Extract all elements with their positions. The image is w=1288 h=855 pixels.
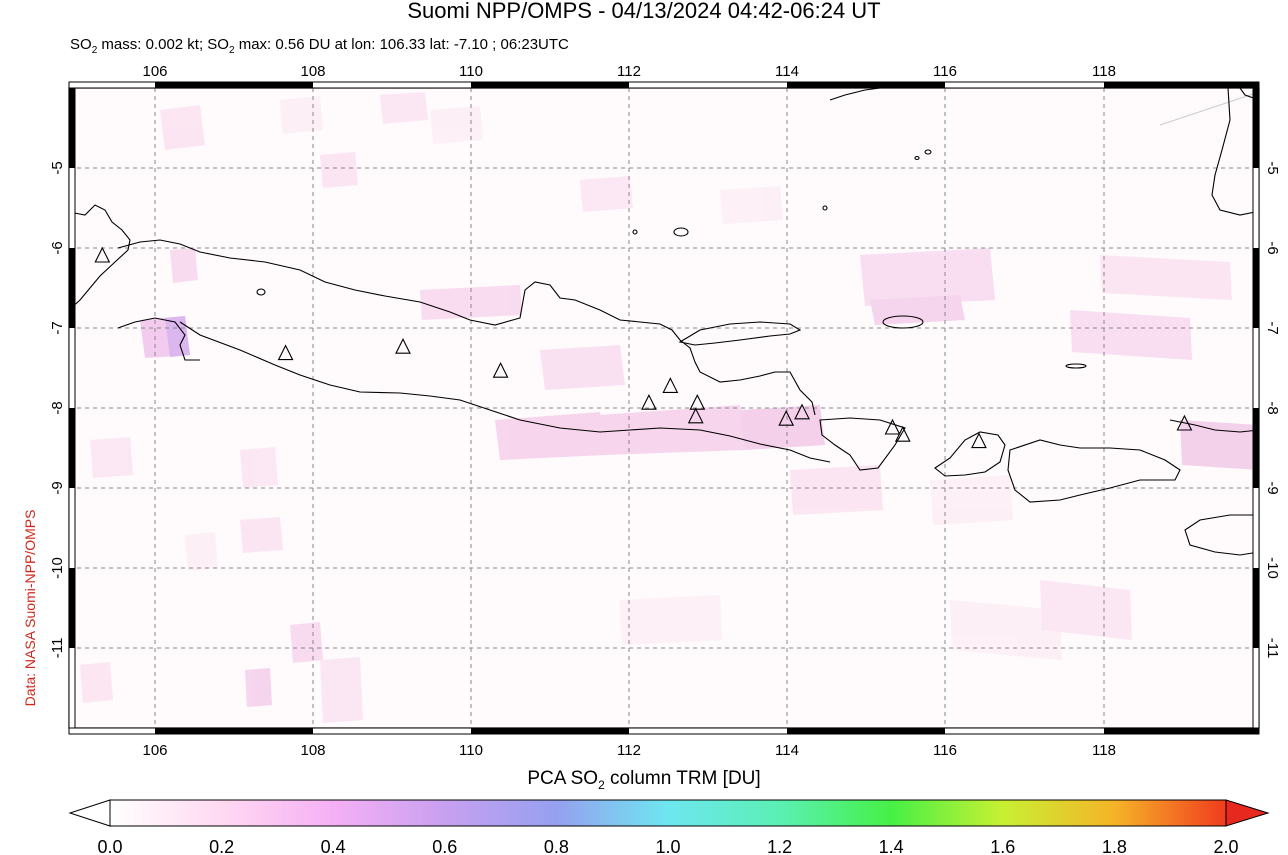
lat-label: -9 [1264, 481, 1281, 494]
colorbar-tick-label: 1.8 [1102, 837, 1127, 855]
lon-label: 108 [300, 742, 325, 759]
colorbar-tick-label: 1.6 [990, 837, 1015, 855]
volcano-triangle-icon [277, 344, 294, 361]
colorbar-tick-label: 0.4 [321, 837, 346, 855]
volcano-triangle-icon [395, 337, 411, 354]
colorbar-tick-label: 1.4 [879, 837, 904, 855]
colorbar-tick-label: 1.0 [655, 837, 680, 855]
lat-label: -8 [49, 401, 66, 414]
lon-label: 108 [300, 63, 325, 80]
volcano-triangle-icon [778, 409, 795, 426]
lon-label: 112 [617, 63, 641, 80]
colorbar-max-arrow [1225, 799, 1270, 827]
lat-label: -7 [49, 321, 66, 334]
lon-label: 106 [142, 63, 167, 80]
swath-edge [1159, 91, 1260, 126]
lat-label: -11 [49, 638, 66, 659]
lat-label: -8 [1264, 401, 1281, 414]
lat-label: -5 [1264, 161, 1281, 174]
so2-pixels [80, 92, 1259, 723]
colorbar-gradient [109, 799, 1227, 827]
map-subtitle: SO2 mass: 0.002 kt; SO2 max: 0.56 DU at … [70, 36, 569, 56]
volcano-triangle-icon [971, 432, 987, 449]
lat-label: -5 [49, 161, 66, 174]
lat-label: -9 [49, 481, 66, 494]
volcano-triangle-icon [794, 403, 810, 420]
volcano-triangle-icon [492, 361, 509, 378]
volcano-triangle-icon [689, 393, 706, 410]
volcano-markers [94, 246, 1193, 449]
lon-labels-bottom: 106 108 110 112 114 116 118 [142, 742, 1115, 759]
lon-label: 118 [1092, 742, 1116, 759]
colorbar-tick-label: 0.0 [97, 837, 122, 855]
map-frame-ticks [68, 81, 1260, 735]
volcano-triangle-icon [894, 425, 911, 442]
lon-label: 114 [775, 63, 799, 80]
colorbar-tick-label: 0.2 [209, 837, 234, 855]
lat-labels-right: -5 -6 -7 -8 -9 -10 -11 [1264, 161, 1281, 658]
lon-label: 116 [933, 63, 957, 80]
map-title: Suomi NPP/OMPS - 04/13/2024 04:42-06:24 … [407, 0, 881, 23]
lon-label: 106 [142, 742, 167, 759]
lat-label: -6 [1264, 241, 1281, 254]
graticule [69, 88, 1259, 728]
lon-label: 114 [775, 742, 799, 759]
volcano-triangle-icon [94, 246, 111, 263]
colorbar: 0.0 0.2 0.4 0.6 0.8 1.0 1.2 1.4 1.6 1.8 2.0 [68, 799, 1270, 855]
colorbar-tick-label: 1.2 [767, 837, 792, 855]
volcano-triangle-icon [662, 377, 679, 393]
lon-label: 112 [617, 742, 641, 759]
lat-label: -10 [1264, 557, 1281, 579]
colorbar-tick-label: 0.6 [432, 837, 457, 855]
lat-label: -6 [49, 241, 66, 254]
colorbar-tick-label: 0.8 [544, 837, 569, 855]
lon-label: 110 [459, 742, 483, 759]
colorbar-title: PCA SO2 column TRM [DU] [527, 768, 761, 792]
lon-label: 118 [1092, 63, 1116, 80]
lat-label: -7 [1264, 321, 1281, 334]
lat-label: -10 [49, 557, 66, 579]
lon-labels-top: 106 108 110 112 114 116 118 [142, 63, 1115, 80]
coastlines [69, 88, 1259, 556]
lon-label: 110 [459, 63, 483, 80]
volcano-triangle-icon [1176, 414, 1193, 431]
lat-label: -11 [1264, 638, 1281, 659]
colorbar-tick-label: 2.0 [1213, 837, 1238, 855]
volcano-triangle-icon [884, 418, 901, 435]
volcano-triangle-icon [687, 407, 704, 424]
lat-labels-left: -5 -6 -7 -8 -9 -10 -11 [49, 161, 66, 658]
volcano-triangle-icon [641, 393, 657, 410]
lon-label: 116 [933, 742, 957, 759]
colorbar-min-arrow [68, 799, 111, 827]
